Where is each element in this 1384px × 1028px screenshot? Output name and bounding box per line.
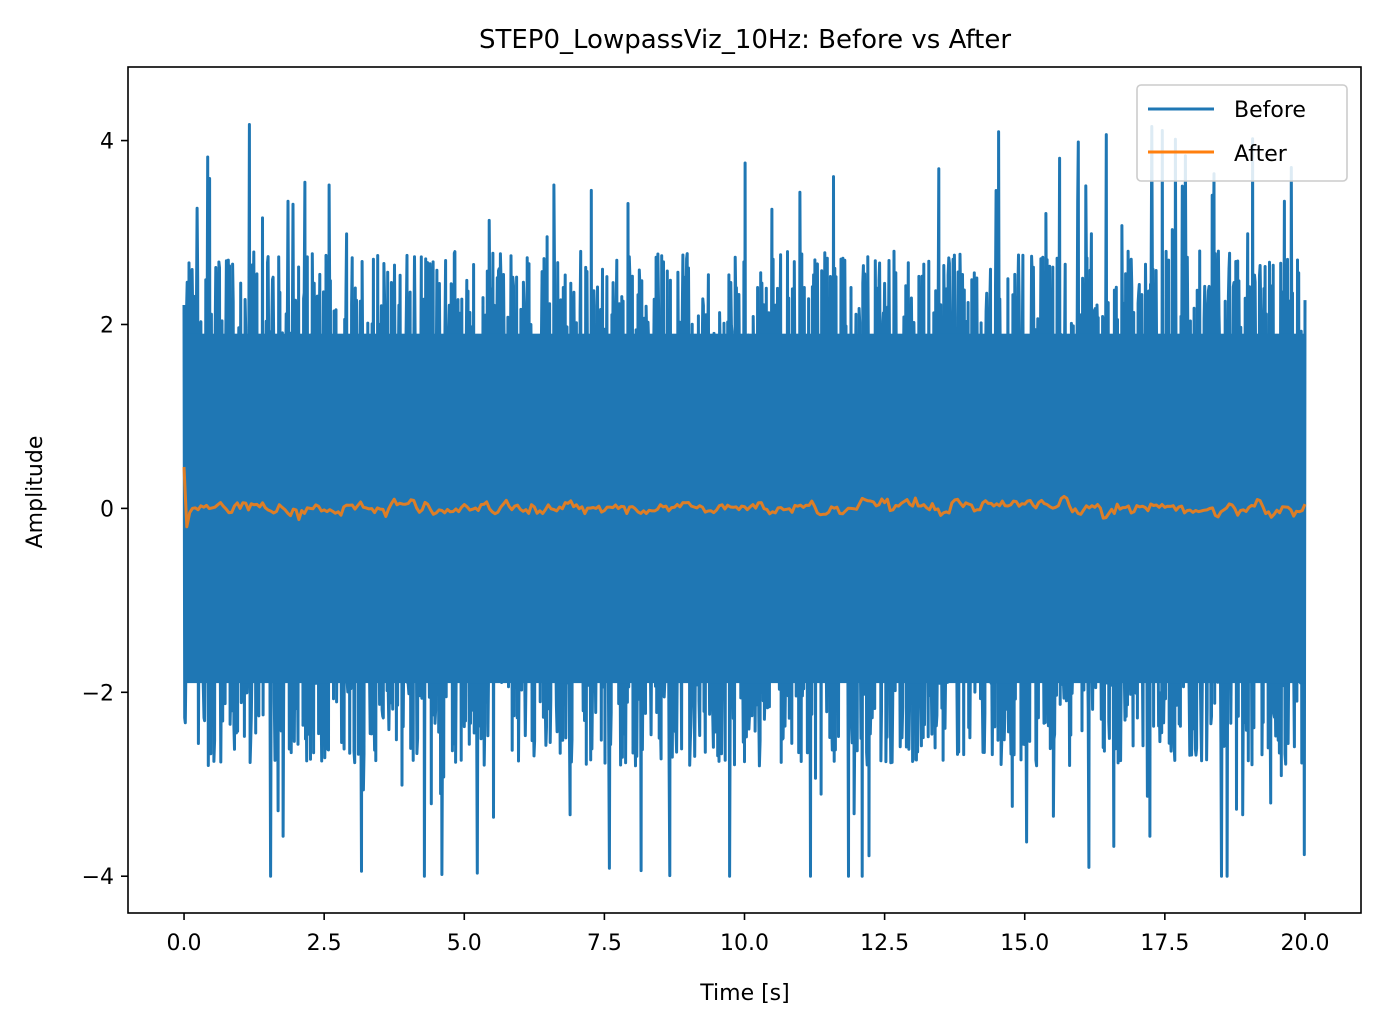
y-tick-label: −4 — [82, 865, 114, 890]
plot-frame — [127, 66, 1362, 914]
legend-label-before: Before — [1234, 98, 1306, 123]
x-tick-label: 2.5 — [307, 931, 342, 956]
y-tick-label: −2 — [82, 681, 114, 706]
y-tick-label: 4 — [100, 130, 114, 155]
plot-area — [182, 123, 1307, 878]
x-tick-label: 10.0 — [720, 931, 769, 956]
x-tick-label: 15.0 — [1000, 931, 1049, 956]
x-tick-label: 0.0 — [167, 931, 202, 956]
x-tick-label: 12.5 — [860, 931, 909, 956]
legend-label-after: After — [1234, 142, 1288, 167]
y-tick-label: 2 — [100, 313, 114, 338]
series-line-before — [182, 123, 1307, 878]
legend: Before After — [1136, 84, 1348, 182]
x-tick-label: 17.5 — [1140, 931, 1189, 956]
x-axis-ticks: 0.0 2.5 5.0 7.5 10.0 12.5 15.0 17.5 20.0 — [167, 913, 1329, 956]
x-tick-label: 5.0 — [447, 931, 482, 956]
x-tick-label: 20.0 — [1280, 931, 1329, 956]
y-tick-label: 0 — [100, 497, 114, 522]
series-line-after — [182, 466, 1307, 529]
x-axis-label: Time [s] — [699, 981, 789, 1006]
x-tick-label: 7.5 — [587, 931, 622, 956]
y-axis-label: Amplitude — [23, 436, 48, 549]
y-axis-ticks: −4 −2 0 2 4 — [82, 130, 128, 890]
chart-title: STEP0_LowpassViz_10Hz: Before vs After — [479, 25, 1011, 55]
